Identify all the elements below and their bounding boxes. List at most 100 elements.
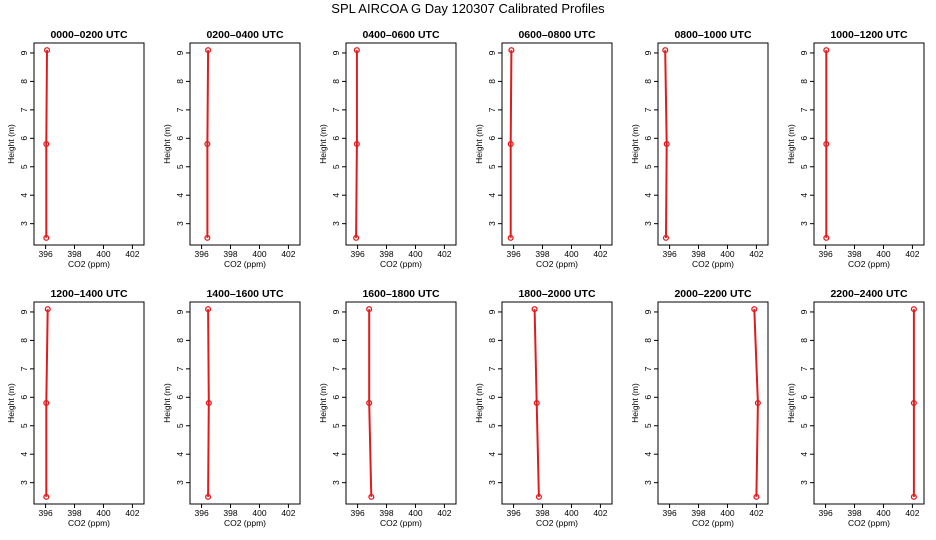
y-tick-label: 5: [175, 423, 185, 428]
y-tick-label: 5: [175, 164, 185, 169]
y-tick-label: 7: [19, 107, 29, 112]
y-tick-label: 8: [643, 79, 653, 84]
y-tick-label: 9: [331, 50, 341, 55]
plot-frame: [33, 42, 145, 246]
y-tick-label: 5: [643, 164, 653, 169]
profile-point: [368, 493, 375, 500]
x-axis-label: CO2 (ppm): [68, 259, 110, 269]
profile-point: [43, 493, 50, 500]
y-tick-label: 6: [643, 395, 653, 400]
x-tick-label: 396: [506, 249, 520, 259]
x-tick-label: 398: [691, 249, 705, 259]
x-tick-label: 402: [749, 508, 763, 518]
x-axis-label: CO2 (ppm): [692, 259, 734, 269]
x-tick-label: 396: [662, 249, 676, 259]
y-tick-label: 4: [175, 452, 185, 457]
panel-2: 0200–0400 UTC 396 398 400 402 3 4 5 6 7 8 9 CO2 (ppm…: [162, 29, 301, 269]
x-tick-label: 396: [818, 249, 832, 259]
y-tick-label: 7: [487, 366, 497, 371]
y-tick-label: 4: [175, 193, 185, 198]
x-tick-label: 398: [223, 508, 237, 518]
panel-7: 1200–1400 UTC 396 398 400 402 3 4 5 6 7 8 9 CO2 (ppm…: [6, 288, 145, 528]
y-tick-label: 8: [487, 79, 497, 84]
x-tick-label: 400: [96, 508, 110, 518]
x-tick-label: 396: [194, 508, 208, 518]
x-tick-label: 402: [281, 249, 295, 259]
y-tick-label: 7: [175, 107, 185, 112]
profile-point: [507, 140, 514, 148]
x-tick-label: 402: [125, 249, 139, 259]
y-tick-label: 7: [643, 366, 653, 371]
y-axis-label: Height (m): [6, 383, 16, 423]
profile-point: [204, 234, 211, 241]
profile-line: [753, 309, 759, 497]
y-tick-label: 7: [331, 107, 341, 112]
profile-point: [43, 399, 50, 407]
y-tick-label: 4: [643, 193, 653, 198]
y-axis-label: Height (m): [162, 383, 172, 423]
y-tick-label: 6: [487, 136, 497, 141]
x-tick-label: 402: [593, 249, 607, 259]
y-tick-label: 7: [643, 107, 653, 112]
x-tick-label: 398: [67, 508, 81, 518]
y-tick-label: 7: [19, 366, 29, 371]
profile-line: [45, 309, 49, 497]
x-axis-label: CO2 (ppm): [224, 259, 266, 269]
y-tick-label: 9: [799, 50, 809, 55]
x-tick-label: 398: [379, 249, 393, 259]
x-tick-label: 396: [38, 508, 52, 518]
x-tick-label: 398: [535, 508, 549, 518]
plot-frame: [345, 42, 457, 246]
x-tick-label: 400: [408, 249, 422, 259]
profile-point: [366, 306, 373, 313]
panel-6: 1000–1200 UTC 396 398 400 402 3 4 5 6 7 8 9 CO2 (ppm…: [786, 29, 925, 269]
y-tick-label: 4: [487, 452, 497, 457]
y-tick-label: 5: [643, 423, 653, 428]
plot-frame: [501, 301, 613, 505]
profile-point: [823, 140, 830, 148]
y-tick-label: 7: [487, 107, 497, 112]
y-tick-label: 8: [799, 338, 809, 343]
y-tick-label: 9: [799, 309, 809, 314]
y-tick-label: 6: [487, 395, 497, 400]
profile-point: [44, 306, 51, 313]
x-tick-label: 398: [379, 508, 393, 518]
x-axis-label: CO2 (ppm): [848, 518, 890, 528]
y-tick-label: 9: [175, 50, 185, 55]
y-tick-label: 8: [175, 79, 185, 84]
page-title: SPL AIRCOA G Day 120307 Calibrated Profi…: [331, 1, 605, 16]
panel-title: 0200–0400 UTC: [206, 29, 283, 41]
x-tick-label: 400: [876, 249, 890, 259]
x-axis-label: CO2 (ppm): [380, 518, 422, 528]
x-tick-label: 402: [593, 508, 607, 518]
y-tick-label: 3: [175, 480, 185, 485]
x-axis-label: CO2 (ppm): [224, 518, 266, 528]
y-tick-label: 4: [643, 452, 653, 457]
y-tick-label: 3: [19, 221, 29, 226]
profile-point: [823, 47, 830, 54]
x-tick-label: 400: [96, 249, 110, 259]
y-tick-label: 3: [799, 480, 809, 485]
y-tick-label: 9: [487, 50, 497, 55]
profile-point: [910, 493, 917, 500]
x-tick-label: 398: [847, 249, 861, 259]
x-tick-label: 398: [691, 508, 705, 518]
y-tick-label: 3: [331, 480, 341, 485]
y-axis-label: Height (m): [6, 124, 16, 164]
y-tick-label: 4: [331, 452, 341, 457]
y-tick-label: 9: [19, 309, 29, 314]
y-tick-label: 3: [331, 221, 341, 226]
y-tick-label: 8: [331, 79, 341, 84]
y-tick-label: 7: [799, 107, 809, 112]
y-tick-label: 3: [643, 480, 653, 485]
y-tick-label: 8: [19, 79, 29, 84]
profile-point: [754, 399, 761, 407]
profile-point: [43, 234, 50, 241]
plot-frame: [813, 42, 925, 246]
profile-line: [45, 50, 48, 238]
y-tick-label: 6: [799, 395, 809, 400]
plot-frame: [33, 301, 145, 505]
x-tick-label: 402: [905, 508, 919, 518]
x-axis-label: CO2 (ppm): [380, 259, 422, 269]
